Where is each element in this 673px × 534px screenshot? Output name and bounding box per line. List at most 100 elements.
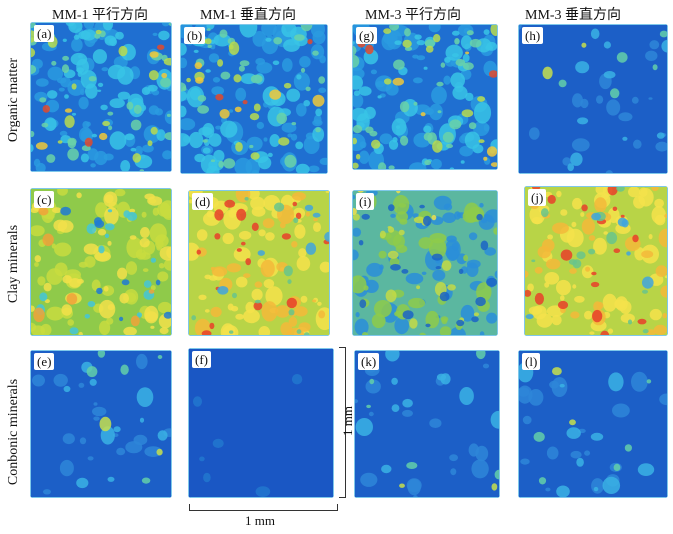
intensity-spot [588, 248, 596, 255]
intensity-spot [109, 131, 127, 150]
intensity-spot [439, 326, 452, 336]
intensity-spot [473, 312, 480, 317]
intensity-spot [103, 286, 109, 292]
intensity-spot [401, 269, 409, 274]
intensity-spot [464, 202, 480, 223]
map-panel-c: (c) [30, 188, 172, 336]
intensity-spot [241, 241, 246, 246]
map-background [188, 348, 334, 498]
intensity-spot [462, 62, 474, 70]
intensity-spot [67, 138, 77, 149]
intensity-spot [180, 57, 188, 69]
row-header-carbonic: Conbonic minerals [6, 378, 21, 486]
intensity-spot [536, 313, 553, 328]
intensity-spot [142, 144, 154, 153]
distribution-map [180, 24, 328, 174]
intensity-spot [180, 43, 187, 56]
intensity-spot [156, 129, 166, 141]
map-border [354, 350, 500, 498]
intensity-spot [198, 294, 207, 300]
distribution-map [30, 350, 172, 498]
intensity-spot [71, 38, 83, 52]
intensity-spot [274, 202, 285, 212]
intensity-spot [104, 194, 114, 204]
intensity-spot [399, 483, 405, 488]
intensity-spot [569, 268, 577, 274]
intensity-spot [459, 387, 474, 405]
intensity-spot [39, 97, 47, 103]
intensity-spot [312, 94, 325, 107]
intensity-spot [312, 299, 317, 303]
distribution-map [518, 350, 668, 498]
intensity-spot [312, 212, 321, 218]
intensity-spot [628, 186, 641, 198]
intensity-spot [655, 141, 668, 152]
intensity-spot [30, 225, 45, 237]
intensity-spot [206, 210, 214, 218]
column-header-mm3-parallel: MM-3 平行方向 [365, 8, 462, 23]
intensity-spot [229, 330, 234, 334]
intensity-spot [610, 88, 620, 99]
intensity-spot [546, 305, 564, 317]
intensity-spot [305, 86, 311, 92]
intensity-spot [620, 214, 625, 218]
intensity-spot [236, 248, 242, 252]
intensity-spot [486, 146, 498, 157]
panel-label: (i) [356, 193, 375, 210]
intensity-spot [159, 327, 169, 335]
intensity-spot [269, 134, 280, 147]
intensity-spot [412, 54, 419, 59]
intensity-spot [307, 39, 313, 45]
intensity-spot [566, 427, 581, 439]
intensity-spot [312, 119, 323, 127]
intensity-spot [450, 72, 465, 89]
intensity-spot [459, 145, 474, 157]
intensity-spot [305, 242, 317, 255]
intensity-spot [627, 319, 633, 325]
intensity-spot [607, 186, 618, 196]
intensity-spot [658, 228, 668, 248]
intensity-spot [197, 95, 207, 102]
intensity-spot [250, 196, 266, 210]
intensity-spot [593, 486, 599, 492]
intensity-spot [466, 30, 474, 36]
intensity-spot [35, 78, 49, 87]
intensity-spot [139, 417, 145, 423]
intensity-spot [69, 278, 81, 288]
intensity-spot [612, 206, 618, 211]
intensity-spot [120, 364, 129, 375]
intensity-spot [258, 229, 266, 237]
panel-label: (h) [522, 27, 544, 44]
intensity-spot [570, 311, 580, 319]
intensity-spot [196, 249, 201, 255]
intensity-spot [659, 393, 668, 406]
intensity-spot [476, 213, 483, 221]
intensity-spot [606, 231, 618, 245]
intensity-spot [254, 299, 261, 304]
intensity-spot [278, 137, 290, 146]
intensity-spot [317, 301, 322, 306]
intensity-spot [152, 207, 160, 216]
intensity-spot [546, 446, 559, 460]
intensity-spot [560, 295, 565, 301]
intensity-spot [651, 186, 659, 192]
intensity-spot [93, 416, 100, 421]
intensity-spot [298, 322, 311, 332]
intensity-spot [251, 206, 266, 217]
intensity-spot [431, 214, 437, 221]
intensity-spot [256, 121, 265, 130]
intensity-spot [62, 433, 75, 445]
intensity-spot [125, 261, 138, 275]
intensity-spot [295, 141, 304, 150]
map-border [30, 22, 172, 172]
intensity-spot [258, 156, 272, 170]
intensity-spot [661, 39, 668, 53]
intensity-spot [418, 237, 433, 249]
intensity-spot [208, 133, 222, 147]
intensity-spot [206, 24, 215, 30]
intensity-spot [214, 209, 224, 221]
intensity-spot [607, 328, 614, 334]
intensity-spot [432, 269, 446, 281]
intensity-spot [369, 378, 375, 385]
intensity-spot [94, 33, 101, 39]
